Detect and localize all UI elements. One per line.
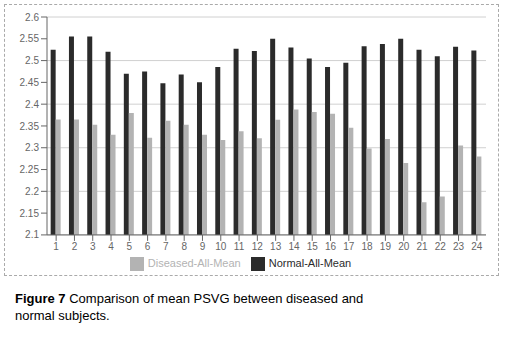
svg-text:22: 22 bbox=[435, 241, 447, 252]
svg-text:24: 24 bbox=[471, 241, 483, 252]
html-text:Normal-All-Mean: Normal-All-Mean bbox=[268, 256, 352, 269]
svg-text:19: 19 bbox=[380, 241, 392, 252]
svg-text:11: 11 bbox=[234, 241, 245, 252]
svg-text:15: 15 bbox=[307, 241, 319, 252]
svg-text:2.3: 2.3 bbox=[25, 142, 39, 153]
svg-text:9: 9 bbox=[200, 241, 206, 252]
svg-text:16: 16 bbox=[325, 241, 337, 252]
svg-text:2.5: 2.5 bbox=[25, 55, 39, 66]
svg-text:2.55: 2.55 bbox=[20, 33, 40, 44]
svg-text:5: 5 bbox=[127, 241, 133, 252]
svg-text:4: 4 bbox=[108, 241, 114, 252]
svg-text:17: 17 bbox=[343, 241, 355, 252]
svg-text:2: 2 bbox=[72, 241, 78, 252]
svg-text:7: 7 bbox=[163, 241, 169, 252]
svg-text:2.25: 2.25 bbox=[20, 164, 40, 175]
html-text:normal subjects.: normal subjects. bbox=[15, 308, 110, 323]
svg-text:2.6: 2.6 bbox=[25, 12, 39, 23]
html-text:Diseased-All-Mean: Diseased-All-Mean bbox=[147, 256, 241, 269]
svg-text:2.15: 2.15 bbox=[20, 208, 40, 219]
svg-text:12: 12 bbox=[252, 241, 264, 252]
svg-text:23: 23 bbox=[453, 241, 465, 252]
svg-text:13: 13 bbox=[270, 241, 282, 252]
svg-text:1: 1 bbox=[53, 241, 59, 252]
svg-text:8: 8 bbox=[181, 241, 187, 252]
svg-text:21: 21 bbox=[416, 241, 428, 252]
svg-text:2.2: 2.2 bbox=[25, 186, 39, 197]
svg-text:2.45: 2.45 bbox=[20, 77, 40, 88]
html-text:Figure 7 Comparison of mean PS: Figure 7 Comparison of mean PSVG between… bbox=[15, 291, 364, 306]
svg-text:10: 10 bbox=[215, 241, 227, 252]
svg-text:2.1: 2.1 bbox=[25, 229, 39, 240]
svg-text:2.4: 2.4 bbox=[25, 99, 39, 110]
svg-text:20: 20 bbox=[398, 241, 410, 252]
svg-text:18: 18 bbox=[362, 241, 374, 252]
svg-text:2.35: 2.35 bbox=[20, 121, 40, 132]
svg-text:3: 3 bbox=[90, 241, 96, 252]
svg-text:14: 14 bbox=[288, 241, 300, 252]
svg-text:6: 6 bbox=[145, 241, 151, 252]
